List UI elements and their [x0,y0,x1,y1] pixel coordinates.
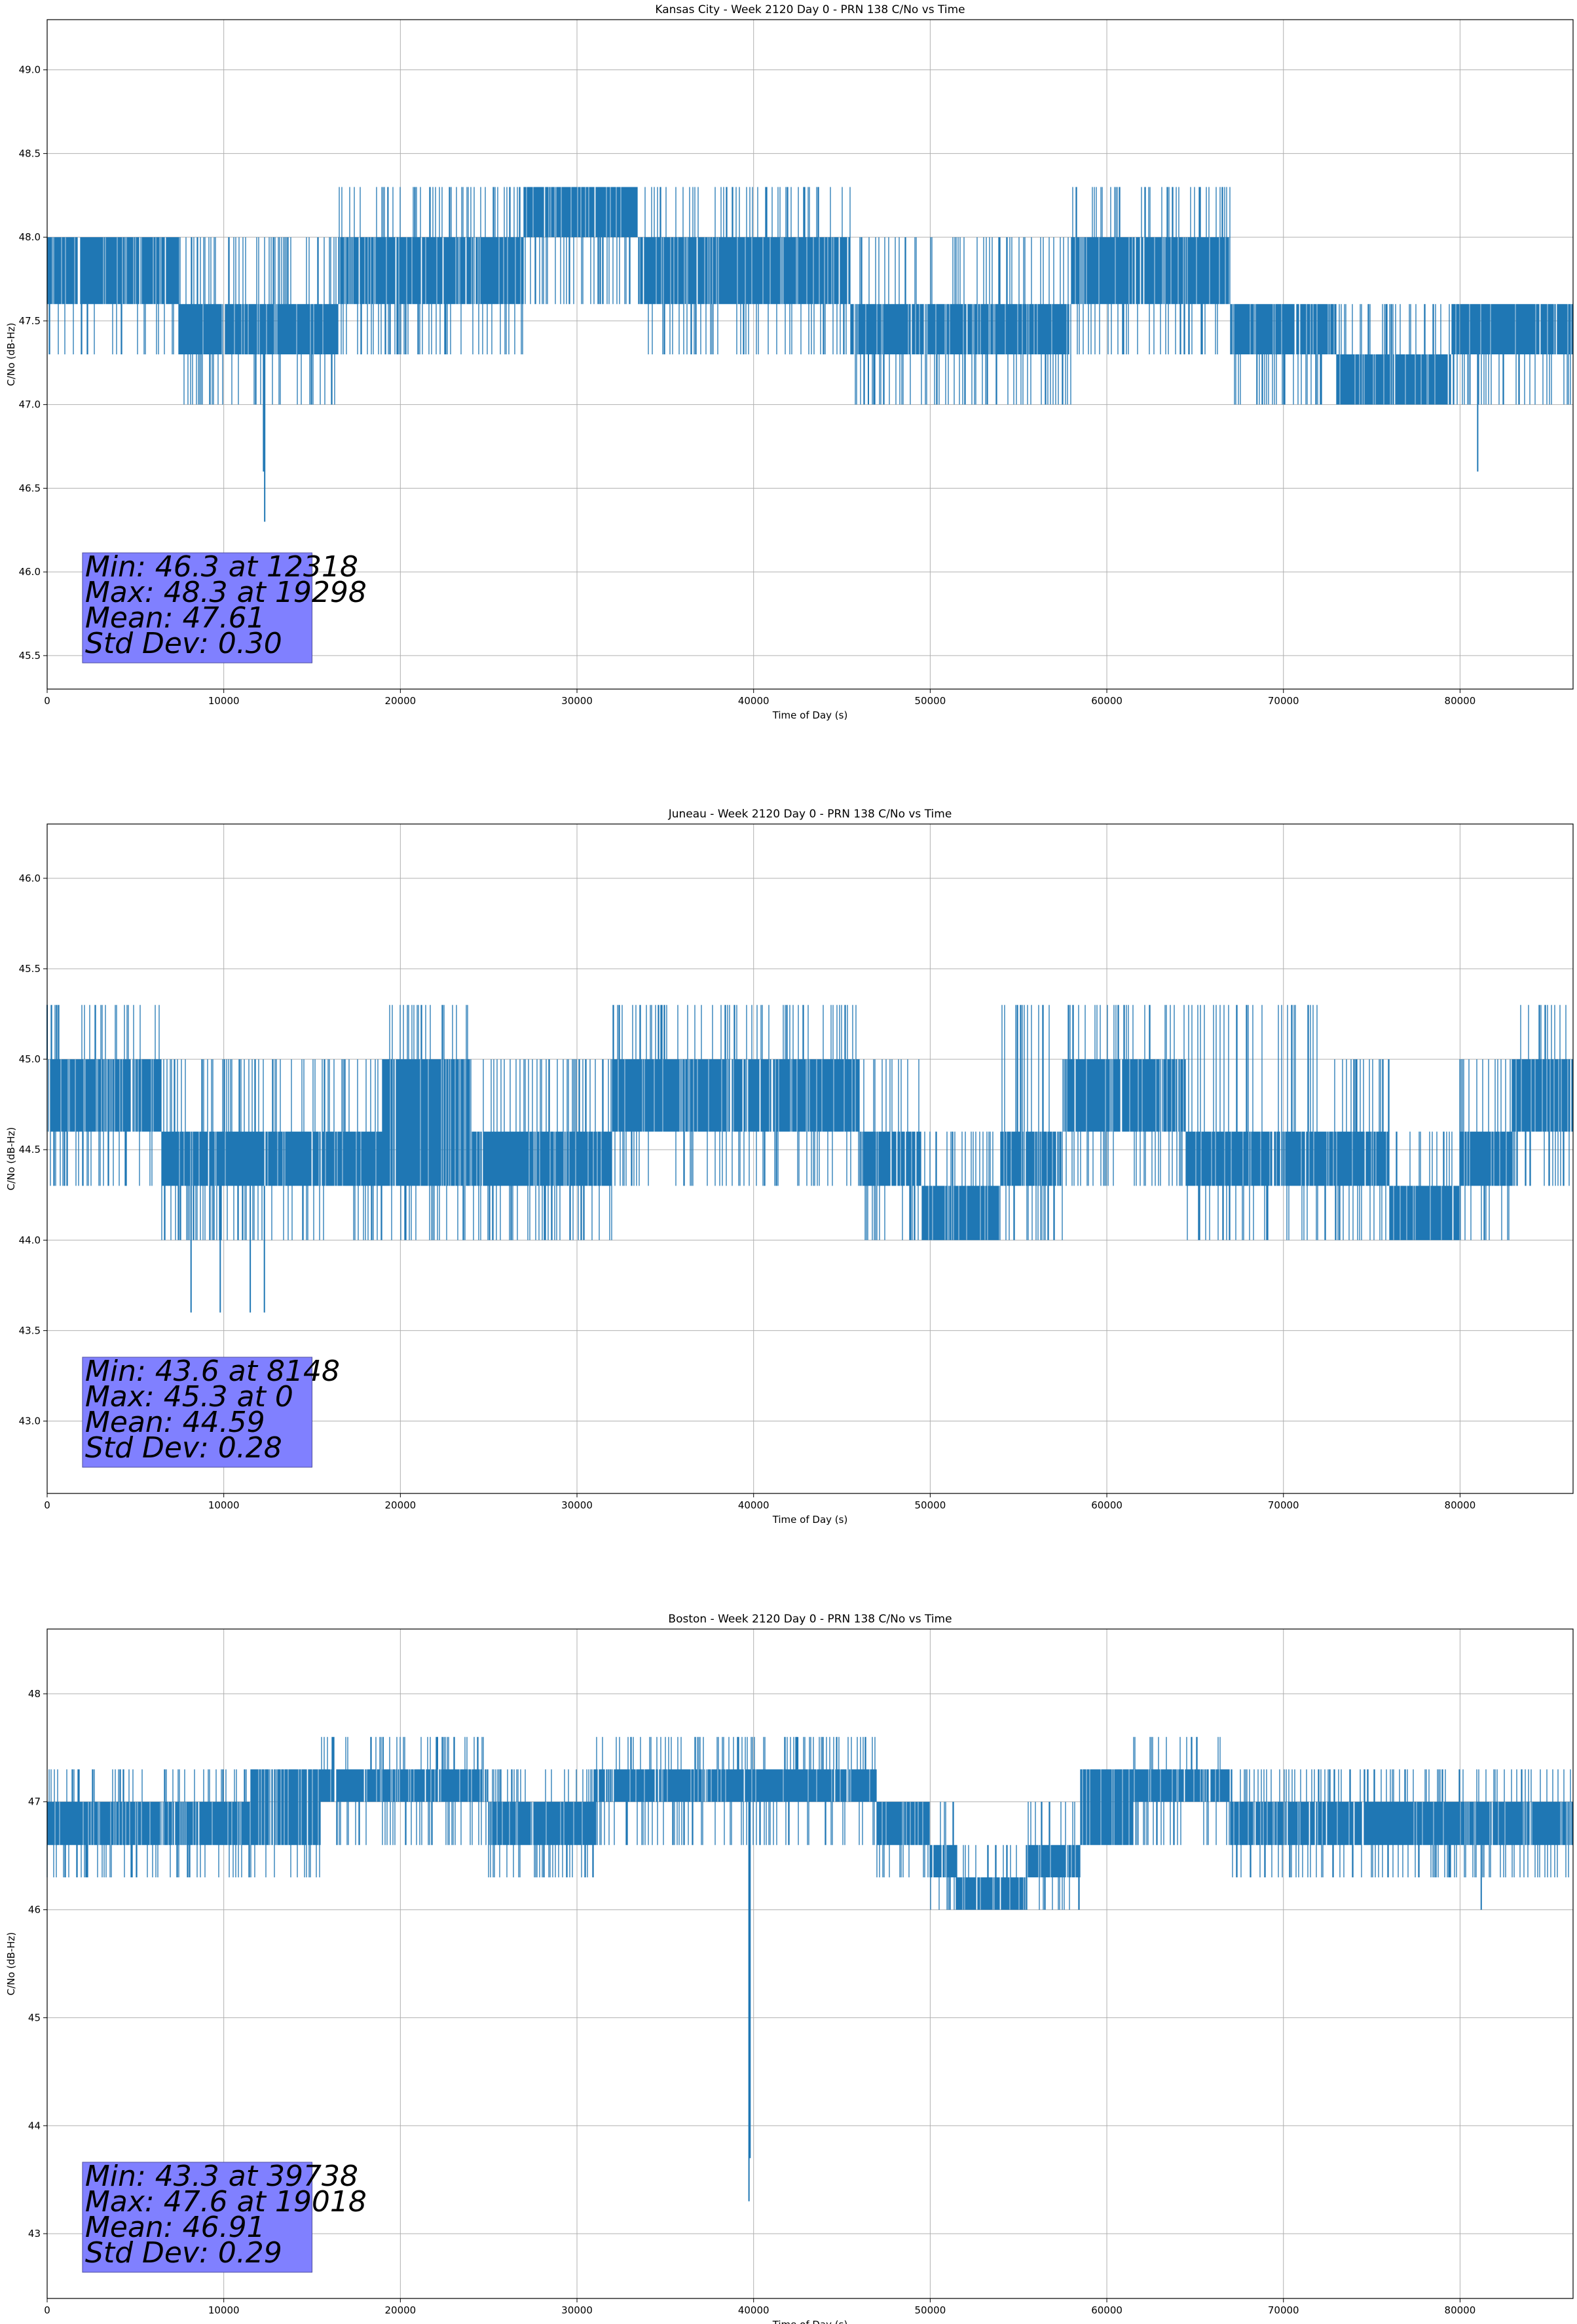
y-tick-label: 44.5 [19,1144,41,1155]
stats-line: Mean: 44.59 [85,1406,265,1439]
chart-title: Boston - Week 2120 Day 0 - PRN 138 C/No … [668,1613,952,1626]
x-tick-label: 10000 [208,695,240,707]
stats-line: Std Dev: 0.28 [85,1431,282,1465]
x-tick-label: 80000 [1445,1499,1476,1511]
x-tick-label: 80000 [1445,695,1476,707]
x-tick-label: 70000 [1268,695,1299,707]
x-axis-label: Time of Day (s) [772,2319,848,2324]
x-tick-label: 40000 [738,2304,770,2316]
stats-line: Max: 45.3 at 0 [85,1380,293,1414]
stats-line: Mean: 46.91 [85,2211,265,2244]
y-tick-label: 45.5 [19,963,41,975]
stats-line: Std Dev: 0.29 [85,2236,282,2270]
x-tick-label: 20000 [384,1499,416,1511]
chart-title: Kansas City - Week 2120 Day 0 - PRN 138 … [655,3,965,16]
stats-line: Std Dev: 0.30 [85,627,282,660]
y-axis-label: C/No (dB-Hz) [5,1127,17,1191]
y-tick-label: 45 [28,2012,41,2023]
chart-panel-3: Boston - Week 2120 Day 0 - PRN 138 C/No … [5,1613,1574,2324]
stats-box [82,1357,313,1468]
x-tick-label: 30000 [561,2304,593,2316]
plot-frame [46,823,1574,1494]
y-axis-label: C/No (dB-Hz) [5,323,17,386]
y-tick-label: 43.5 [19,1324,41,1336]
stats-box [82,552,313,664]
y-tick-label: 44.0 [19,1234,41,1246]
x-tick-label: 40000 [738,695,770,707]
x-tick-label: 60000 [1091,1499,1122,1511]
y-tick-label: 47.0 [19,399,41,411]
chart-title: Juneau - Week 2120 Day 0 - PRN 138 C/No … [668,808,952,821]
x-tick-label: 60000 [1091,2304,1122,2316]
x-tick-label: 0 [44,1499,50,1511]
chart-panel-1: Kansas City - Week 2120 Day 0 - PRN 138 … [5,3,1574,721]
chart-panel-2: Juneau - Week 2120 Day 0 - PRN 138 C/No … [5,808,1574,1526]
stats-line: Max: 47.6 at 19018 [85,2185,367,2219]
y-tick-label: 46 [28,1904,41,1916]
y-tick-label: 45.5 [19,650,41,662]
x-tick-label: 50000 [915,2304,946,2316]
stats-line: Min: 43.3 at 39738 [85,2160,358,2193]
y-tick-label: 44 [28,2120,41,2131]
y-tick-label: 43.0 [19,1415,41,1427]
x-tick-label: 20000 [384,2304,416,2316]
plot-frame [46,19,1574,690]
y-tick-label: 48 [28,1688,41,1700]
x-tick-label: 0 [44,695,50,707]
y-tick-label: 49.0 [19,64,41,76]
x-tick-label: 10000 [208,1499,240,1511]
y-tick-label: 46.0 [19,872,41,884]
y-tick-label: 48.5 [19,147,41,159]
x-tick-label: 30000 [561,1499,593,1511]
x-tick-label: 20000 [384,695,416,707]
x-tick-label: 50000 [915,695,946,707]
y-tick-label: 48.0 [19,231,41,243]
x-tick-label: 40000 [738,1499,770,1511]
plot-frame [46,1628,1574,2299]
stats-box [82,2162,313,2273]
y-tick-label: 46.0 [19,566,41,578]
x-tick-label: 60000 [1091,695,1122,707]
data-series [46,1736,1573,2202]
x-axis-label: Time of Day (s) [772,1514,848,1526]
x-tick-label: 0 [44,2304,50,2316]
x-tick-label: 70000 [1268,2304,1299,2316]
y-tick-label: 43 [28,2228,41,2240]
stats-line: Mean: 47.61 [85,601,265,635]
x-axis-label: Time of Day (s) [772,709,848,721]
x-tick-label: 10000 [208,2304,240,2316]
x-tick-label: 50000 [915,1499,946,1511]
y-axis-label: C/No (dB-Hz) [5,1932,17,1996]
y-tick-label: 47 [28,1796,41,1808]
y-tick-label: 45.0 [19,1053,41,1065]
x-tick-label: 70000 [1268,1499,1299,1511]
stats-line: Min: 43.6 at 8148 [85,1355,340,1388]
x-tick-label: 30000 [561,695,593,707]
stats-line: Min: 46.3 at 12318 [85,550,358,584]
x-tick-label: 80000 [1445,2304,1476,2316]
stats-line: Max: 48.3 at 19298 [85,576,367,609]
y-tick-label: 47.5 [19,315,41,327]
y-tick-label: 46.5 [19,482,41,494]
